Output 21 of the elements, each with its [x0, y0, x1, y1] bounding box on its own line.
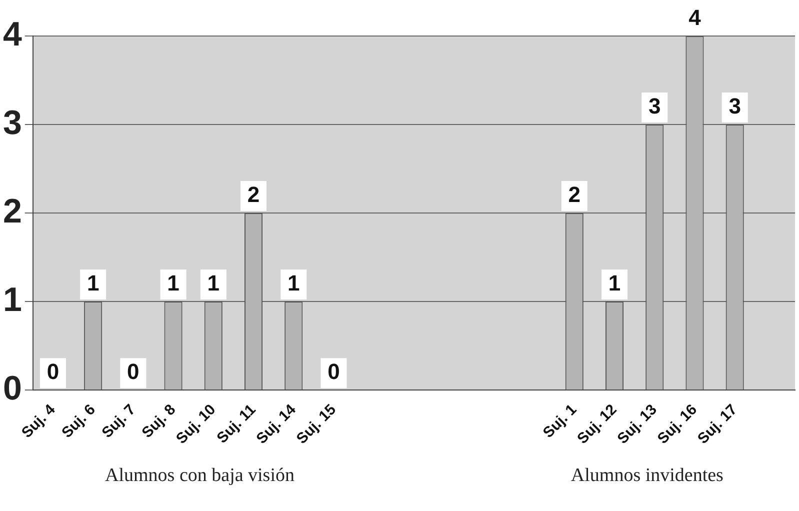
- data-label: 1: [207, 270, 220, 296]
- y-tick-label: 1: [2, 280, 22, 319]
- data-label: 0: [328, 359, 340, 384]
- data-label: 3: [728, 94, 741, 119]
- y-tick-label: 4: [2, 15, 22, 54]
- data-label: 4: [688, 5, 702, 30]
- data-label: 1: [608, 270, 621, 296]
- y-tick-label: 3: [2, 104, 22, 142]
- data-label: 3: [648, 94, 661, 119]
- data-label: 1: [86, 270, 100, 296]
- x-tick-label: Suj. 7: [98, 401, 139, 442]
- data-label: 1: [288, 270, 300, 296]
- x-tick-label: Suj. 6: [58, 401, 99, 442]
- text: Alumnos invidentes: [570, 465, 724, 487]
- data-label: 0: [127, 359, 140, 384]
- y-tick-label: 2: [2, 192, 22, 230]
- data-label: 0: [46, 359, 60, 384]
- data-label: 2: [247, 182, 260, 208]
- data-label: 2: [568, 182, 581, 208]
- data-label: 1: [167, 270, 180, 296]
- text: Alumnos con baja visión: [105, 465, 294, 487]
